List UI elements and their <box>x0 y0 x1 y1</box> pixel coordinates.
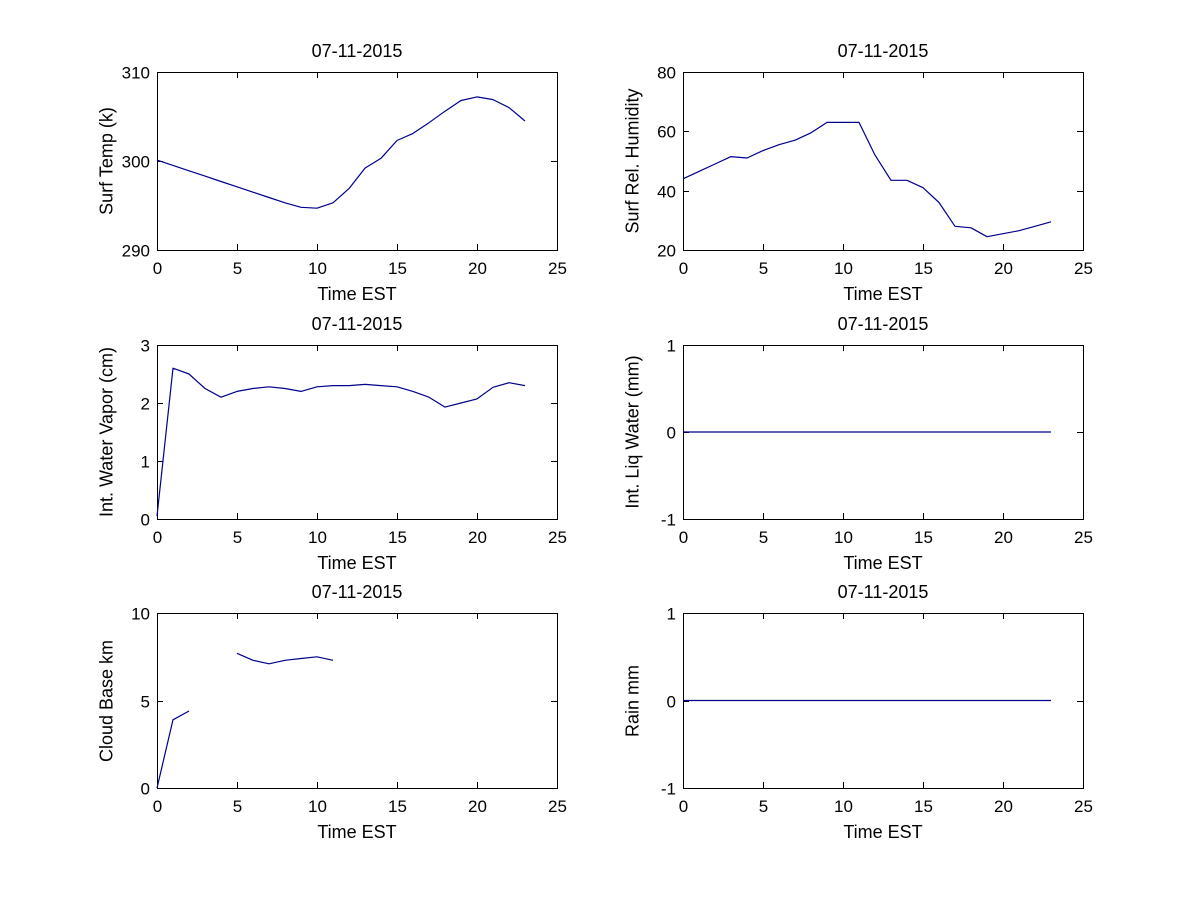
x-tick-label: 20 <box>994 797 1013 816</box>
y-tick-label: 1 <box>141 453 150 472</box>
x-tick-label: 10 <box>834 528 853 547</box>
x-tick-label: 5 <box>233 797 242 816</box>
axes-box <box>157 345 558 520</box>
y-tick-label: 0 <box>667 424 676 443</box>
x-tick-label: 20 <box>994 528 1013 547</box>
y-tick-label: 3 <box>141 337 150 356</box>
x-tick-label: 20 <box>468 797 487 816</box>
y-tick-label: -1 <box>661 511 676 530</box>
subplot-rain: 07-11-2015 Rain mm 0 5 10 15 20 25 -1 0 1 Time E… <box>533 568 1113 848</box>
subplot-cloud-base: 07-11-2015 Cloud Base km 0 5 10 15 20 25 0 5 10 … <box>7 568 587 848</box>
x-tick-label: 25 <box>1074 797 1093 816</box>
data-line <box>156 367 526 517</box>
plot-area: 0 5 10 15 20 25 0 1 2 3 <box>141 337 567 548</box>
y-tick-label: 5 <box>141 693 150 712</box>
x-tick-label: 0 <box>679 259 688 278</box>
subplot-surf-rel-humidity: 07-11-2015 Surf Rel. Humidity 0 5 10 15 20 25… <box>533 27 1113 310</box>
x-axis-label: Time EST <box>317 822 397 842</box>
x-tick-label: 5 <box>759 259 768 278</box>
data-line <box>236 652 334 665</box>
x-tick-label: 25 <box>1074 259 1093 278</box>
data-line <box>682 121 1052 238</box>
plot-area: 0 5 10 15 20 25-101 <box>661 605 1093 817</box>
y-tick-label: 0 <box>667 693 676 712</box>
x-tick-label: 5 <box>233 528 242 547</box>
y-tick-label: -1 <box>661 780 676 799</box>
plot-title: 07-11-2015 <box>837 582 929 602</box>
x-tick-label: 5 <box>759 528 768 547</box>
subplot-int-liq-water: 07-11-2015 Int. Liq Water (mm) 0 5 10 15 20 2… <box>533 300 1113 579</box>
y-tick-label: 300 <box>122 153 150 172</box>
y-tick-label: 20 <box>657 242 676 261</box>
x-tick-label: 10 <box>308 528 327 547</box>
x-tick-label: 25 <box>548 259 567 278</box>
y-tick-label: 0 <box>141 511 150 530</box>
x-tick-label: 20 <box>468 528 487 547</box>
x-tick-label: 15 <box>914 797 933 816</box>
x-tick-label: 0 <box>153 528 162 547</box>
y-tick-label: 40 <box>657 183 676 202</box>
y-tick-label: 1 <box>667 337 676 356</box>
axes-box <box>157 613 558 789</box>
data-line <box>156 710 190 789</box>
subplot-surf-temp: 07-11-2015 Surf Temp (k) 0 5 10 15 20 25 290 30… <box>7 27 587 310</box>
plot-title: 07-11-2015 <box>311 314 403 334</box>
plot-title: 07-11-2015 <box>837 41 929 61</box>
y-tick-label: 80 <box>657 64 676 83</box>
subplot-int-water-vapor: 07-11-2015 Int. Water Vapor (cm) 0 5 10 15 2… <box>7 300 587 579</box>
x-tick-label: 25 <box>1074 528 1093 547</box>
x-tick-label: 25 <box>548 797 567 816</box>
x-tick-label: 15 <box>388 797 407 816</box>
axes-box <box>157 72 558 251</box>
x-tick-label: 20 <box>994 259 1013 278</box>
x-tick-label: 15 <box>388 259 407 278</box>
x-axis-label: Time EST <box>317 284 397 304</box>
x-axis-label: Time EST <box>843 284 923 304</box>
x-tick-label: 10 <box>308 259 327 278</box>
x-tick-label: 0 <box>153 259 162 278</box>
x-tick-label: 5 <box>759 797 768 816</box>
x-tick-label: 0 <box>153 797 162 816</box>
plot-area: 0 5 10 15 20 25-101 <box>661 337 1093 548</box>
x-tick-label: 25 <box>548 528 567 547</box>
axes-box <box>683 72 1084 251</box>
y-tick-label: 290 <box>122 242 150 261</box>
plot-area: 0 5 10 15 20 25 20 40 60 80 <box>657 64 1093 279</box>
x-axis-label: Time EST <box>843 553 923 573</box>
x-tick-label: 10 <box>834 259 853 278</box>
x-tick-label: 10 <box>834 797 853 816</box>
x-tick-label: 20 <box>468 259 487 278</box>
x-axis-label: Time EST <box>317 553 397 573</box>
data-line <box>156 96 526 209</box>
plot-title: 07-11-2015 <box>837 314 929 334</box>
plot-title: 07-11-2015 <box>311 582 403 602</box>
x-tick-label: 0 <box>679 797 688 816</box>
x-axis-label: Time EST <box>843 822 923 842</box>
x-tick-label: 15 <box>914 259 933 278</box>
plot-area: 0 5 10 15 20 25 290 300 310 <box>122 64 567 279</box>
y-tick-label: 10 <box>131 605 150 624</box>
y-tick-label: 2 <box>141 395 150 414</box>
y-tick-label: 310 <box>122 64 150 83</box>
x-tick-label: 10 <box>308 797 327 816</box>
y-tick-label: 1 <box>667 605 676 624</box>
x-tick-label: 15 <box>388 528 407 547</box>
plot-area: 0 5 10 15 20 25 0 5 10 <box>131 605 567 817</box>
y-tick-label: 0 <box>141 780 150 799</box>
x-tick-label: 15 <box>914 528 933 547</box>
y-tick-label: 60 <box>657 123 676 142</box>
x-tick-label: 5 <box>233 259 242 278</box>
x-tick-label: 0 <box>679 528 688 547</box>
plot-title: 07-11-2015 <box>311 41 403 61</box>
